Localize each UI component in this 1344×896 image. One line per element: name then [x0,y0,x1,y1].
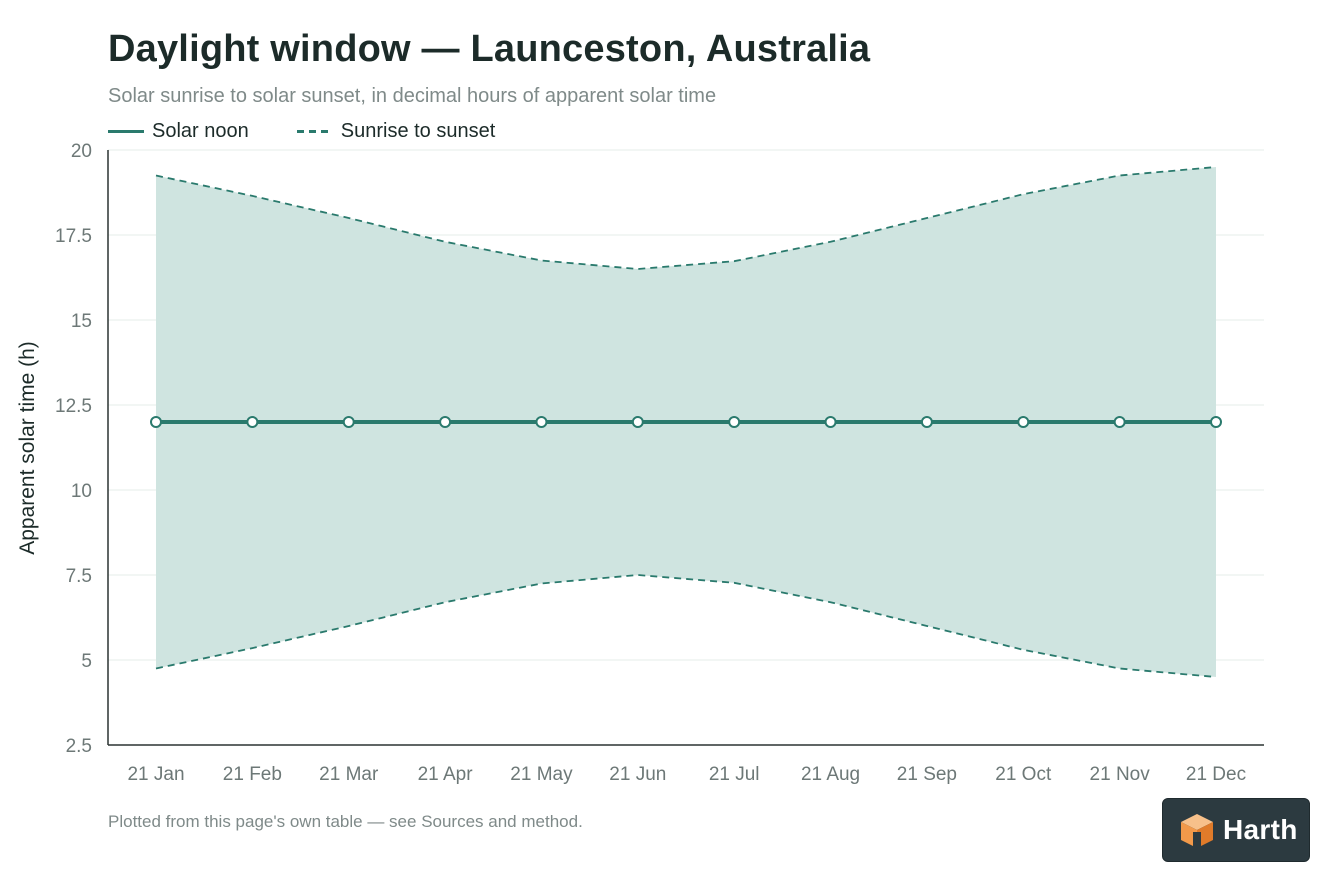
y-tick-label: 20 [71,141,92,162]
solar-noon-point [150,416,162,428]
solar-noon-point [1017,416,1030,428]
series [150,166,1222,678]
solar-noon-point [342,416,355,428]
legend-solid-line-icon [108,130,144,133]
chart-title: Daylight window — Launceston, Australia [108,28,871,70]
y-tick-label: 15 [71,311,92,332]
legend-label-solar-noon: Solar noon [152,120,249,142]
cube-icon [1181,814,1213,848]
y-tick-labels: 2.5 5 7.5 10 12.5 15 17.5 20 [55,141,92,757]
solar-noon-point [535,416,548,428]
x-tick-label: 21 Apr [418,764,474,785]
x-tick-label: 21 Aug [801,764,860,785]
solar-noon-point [920,416,933,428]
y-tick-label: 17.5 [55,226,92,247]
x-tick-label: 21 Dec [1186,764,1246,785]
x-tick-label: 21 Jan [127,764,184,785]
sunrise-line [155,574,1217,678]
solar-noon-point [439,416,452,428]
y-tick-label: 2.5 [66,736,92,757]
logo-text: Harth [1223,814,1298,845]
chart-subtitle: Solar sunrise to solar sunset, in decima… [108,85,717,107]
solar-noon-point [1210,416,1222,428]
y-tick-label: 12.5 [55,396,92,417]
y-tick-label: 7.5 [66,566,92,587]
solar-noon-point [824,416,837,428]
legend-item-sunrise-sunset[interactable]: Sunrise to sunset [296,120,496,143]
x-tick-labels: 21 Jan 21 Feb 21 Mar 21 Apr 21 May 21 Jun 21 J… [127,764,1246,785]
legend-dashed-line-icon [296,130,333,133]
y-tick-label: 10 [71,481,92,502]
legend: Solar noon Sunrise to sunset [108,120,543,143]
x-tick-label: 21 Nov [1090,764,1151,785]
x-tick-label: 21 Feb [223,764,282,785]
x-tick-label: 21 Jun [609,764,666,785]
legend-item-solar-noon[interactable]: Solar noon [108,120,249,143]
y-tick-label: 5 [81,651,92,672]
solar-noon-point [631,416,644,428]
sunset-line [155,166,1217,270]
y-axis-title: Apparent solar time (h) [16,341,39,555]
x-tick-label: 21 Sep [897,764,957,785]
x-tick-label: 21 May [510,764,573,785]
solar-noon-point [1113,416,1126,428]
footnote: Plotted from this page's own table — see… [108,812,583,831]
x-tick-label: 21 Mar [319,764,379,785]
brand-logo[interactable]: Harth [1162,798,1310,862]
legend-label-sunrise-sunset: Sunrise to sunset [340,120,496,142]
solar-noon-point [728,416,741,428]
axes [107,150,1264,746]
x-tick-label: 21 Jul [709,764,760,785]
solar-noon-point [246,416,259,428]
x-tick-label: 21 Oct [995,764,1052,785]
